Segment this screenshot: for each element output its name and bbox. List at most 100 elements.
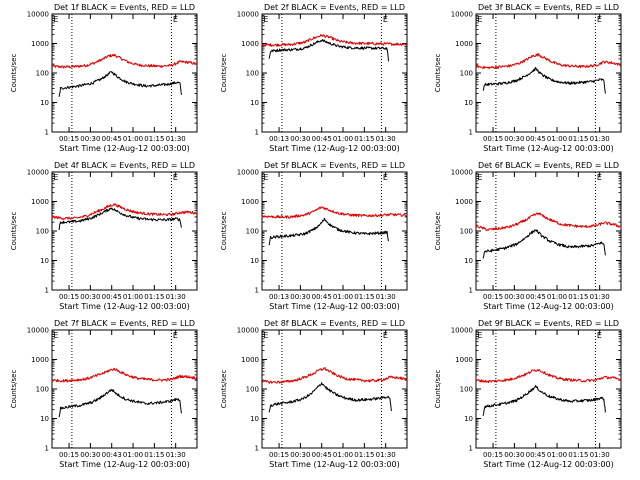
y-tick-label: 100 <box>246 228 259 236</box>
x-tick-label: 01:15 <box>354 451 374 459</box>
x-tick-label: 01:15 <box>144 451 164 459</box>
chart-panel-8: Det 8f BLACK = Events, RED = LLD Counts/s… <box>220 319 408 469</box>
x-tick-label: 01:30 <box>166 451 186 459</box>
y-tick-label: 100 <box>36 228 49 236</box>
flag-label: E <box>173 173 178 182</box>
y-tick-label: 10000 <box>27 11 49 19</box>
chart-title: Det 7f BLACK = Events, RED = LLD <box>54 319 195 328</box>
y-tick-label: 1 <box>45 445 49 453</box>
lld-series-line <box>475 53 622 70</box>
flag-label: E <box>383 15 388 24</box>
plot-frame <box>261 13 408 133</box>
x-tick-label: 00:30 <box>290 135 310 143</box>
x-tick-label: 01:00 <box>123 293 143 301</box>
x-tick-label: 01:00 <box>547 135 567 143</box>
y-tick-label: 10 <box>250 99 259 107</box>
y-tick-label: 100 <box>36 386 49 394</box>
x-tick-label: 01:00 <box>333 293 353 301</box>
y-tick-label: 100 <box>460 386 473 394</box>
x-tick-label: 00:13 <box>269 293 289 301</box>
y-tick-label: 1000 <box>241 40 259 48</box>
x-axis-label: Start Time (12-Aug-12 00:03:00) <box>483 302 614 311</box>
x-tick-label: 01:15 <box>354 293 374 301</box>
y-tick-label: 1000 <box>31 40 49 48</box>
lld-series-line <box>475 212 622 232</box>
plot-frame <box>51 329 198 449</box>
flag-label: E <box>263 173 268 182</box>
x-tick-label: 00:30 <box>80 135 100 143</box>
plot-frame <box>475 329 622 449</box>
chart-title: Det 3f BLACK = Events, RED = LLD <box>478 3 619 12</box>
x-tick-label: 00:30 <box>290 293 310 301</box>
x-tick-label: 00:45 <box>312 293 332 301</box>
x-tick-label: 00:30 <box>80 451 100 459</box>
x-tick-label: 01:30 <box>376 135 396 143</box>
lld-series-line <box>51 53 198 69</box>
x-tick-label: 01:00 <box>333 135 353 143</box>
chart-panel-5: Det 5f BLACK = Events, RED = LLD Counts/s… <box>220 161 408 311</box>
x-axis-label: Start Time (12-Aug-12 00:03:00) <box>269 144 400 153</box>
chart-title: Det 4f BLACK = Events, RED = LLD <box>54 161 195 170</box>
x-tick-label: 00:30 <box>504 451 524 459</box>
plot-frame <box>51 171 198 291</box>
chart-title: Det 2f BLACK = Events, RED = LLD <box>264 3 405 12</box>
flag-label: E <box>383 173 388 182</box>
x-tick-label: 01:30 <box>590 135 610 143</box>
lld-series-line <box>261 367 408 384</box>
x-tick-label: 01:15 <box>568 451 588 459</box>
y-tick-label: 10000 <box>451 11 473 19</box>
x-tick-label: 01:30 <box>166 135 186 143</box>
y-axis-label: Counts/sec <box>10 370 18 409</box>
y-tick-label: 10 <box>40 257 49 265</box>
x-tick-label: 01:30 <box>166 293 186 301</box>
flag-label: E <box>597 15 602 24</box>
chart-panel-4: Det 4f BLACK = Events, RED = LLD Counts/s… <box>10 161 198 311</box>
y-tick-label: 10 <box>464 257 473 265</box>
x-tick-label: 01:00 <box>547 293 567 301</box>
y-tick-label: 10 <box>250 415 259 423</box>
x-axis-label: Start Time (12-Aug-12 00:03:00) <box>483 144 614 153</box>
x-axis-label: Start Time (12-Aug-12 00:03:00) <box>59 460 190 469</box>
y-tick-label: 100 <box>460 228 473 236</box>
lld-series-line <box>261 206 408 219</box>
lld-series-line <box>51 203 198 220</box>
x-tick-label: 00:45 <box>526 451 546 459</box>
x-tick-label: 00:30 <box>290 451 310 459</box>
events-series-line <box>58 71 182 97</box>
y-tick-label: 10 <box>40 415 49 423</box>
flag-label: E <box>173 331 178 340</box>
x-tick-label: 00:45 <box>312 135 332 143</box>
flag-label: E <box>383 331 388 340</box>
x-tick-label: 00:15 <box>483 451 503 459</box>
x-tick-label: 01:15 <box>568 135 588 143</box>
flag-label: E <box>263 331 268 340</box>
flag-label: E <box>53 173 58 182</box>
events-series-line <box>268 217 389 246</box>
x-tick-label: 01:00 <box>123 451 143 459</box>
chart-title: Det 5f BLACK = Events, RED = LLD <box>264 161 405 170</box>
y-tick-label: 1000 <box>241 198 259 206</box>
y-tick-label: 1 <box>45 287 49 295</box>
y-tick-label: 1 <box>469 287 473 295</box>
y-tick-label: 100 <box>246 386 259 394</box>
x-tick-label: 00:15 <box>483 293 503 301</box>
x-tick-label: 01:15 <box>354 135 374 143</box>
plot-frame <box>475 13 622 133</box>
y-tick-label: 1 <box>255 129 259 137</box>
x-tick-label: 01:15 <box>568 293 588 301</box>
y-tick-label: 1 <box>255 445 259 453</box>
lld-series-line <box>475 369 622 384</box>
flag-label: E <box>597 173 602 182</box>
lld-series-line <box>261 34 408 47</box>
y-tick-label: 1 <box>469 129 473 137</box>
x-tick-label: 00:13 <box>269 135 289 143</box>
x-tick-label: 00:45 <box>102 135 122 143</box>
events-series-line <box>482 384 606 416</box>
x-tick-label: 00:15 <box>59 135 79 143</box>
plot-frame <box>261 329 408 449</box>
y-tick-label: 100 <box>460 70 473 78</box>
chart-panel-3: Det 3f BLACK = Events, RED = LLD Counts/s… <box>434 3 622 153</box>
flag-label: E <box>173 15 178 24</box>
plot-frame <box>475 171 622 291</box>
